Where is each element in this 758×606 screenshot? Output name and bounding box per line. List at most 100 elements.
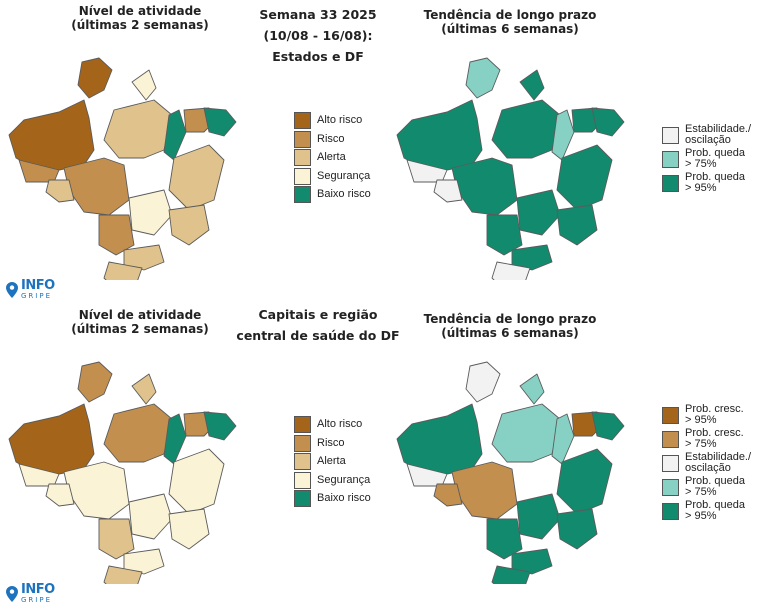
map-region — [491, 565, 531, 584]
legend-item: Alto risco — [294, 112, 362, 129]
map-region — [45, 179, 75, 203]
legend-swatch — [662, 174, 679, 192]
map-region — [519, 373, 545, 405]
top-trend-map — [396, 57, 625, 280]
legend-item: Prob. queda > 95% — [662, 172, 745, 194]
legend-item: Prob. queda > 75% — [662, 476, 745, 498]
map-region — [63, 157, 130, 216]
legend-swatch — [294, 149, 311, 166]
map-region — [396, 99, 483, 171]
legend-label: Risco — [317, 132, 345, 145]
map-region — [8, 99, 95, 171]
bottom-capitals-title: Capitais e região central de saúde do DF — [236, 307, 400, 343]
legend-swatch — [662, 502, 679, 520]
bottom-trend-legend: Prob. cresc. > 95% Prob. cresc. > 75% Esta… — [662, 404, 758, 524]
map-region — [103, 261, 143, 280]
top-infogripe-logo: INFO GRIPE — [6, 278, 55, 300]
map-region — [451, 157, 518, 216]
legend-label: Alerta — [317, 151, 346, 163]
legend-label: Baixo risco — [317, 188, 371, 200]
map-region — [556, 448, 613, 515]
map-region — [123, 244, 165, 271]
legend-swatch — [294, 471, 311, 489]
map-region — [556, 144, 613, 211]
map-region — [516, 189, 561, 236]
legend-swatch — [294, 112, 311, 129]
map-region — [103, 99, 173, 159]
map-region — [163, 109, 187, 161]
legend-label: Baixo risco — [317, 492, 371, 504]
map-region — [131, 69, 157, 101]
bottom-trend-map — [396, 361, 625, 584]
legend-label: Segurança — [317, 169, 371, 182]
map-region — [511, 548, 553, 575]
map-region — [519, 69, 545, 101]
legend-swatch — [294, 416, 311, 433]
top-week-title: Semana 33 2025 (10/08 - 16/08): Estados … — [259, 7, 377, 64]
logo-text-bottom: GRIPE — [21, 596, 52, 604]
legend-label: Prob. cresc. > 75% — [685, 427, 744, 450]
legend-item: Estabilidade./ oscilação — [662, 452, 751, 474]
top-activity-title: Nível de atividade (últimas 2 semanas) — [71, 4, 209, 32]
map-region — [556, 204, 598, 246]
legend-swatch — [662, 430, 679, 448]
legend-label: Risco — [317, 436, 345, 449]
map-region — [163, 413, 187, 465]
legend-label: Prob. queda > 95% — [685, 499, 745, 522]
legend-swatch — [662, 150, 679, 168]
legend-label: Alerta — [317, 455, 346, 467]
map-region — [433, 179, 463, 203]
legend-item: Baixo risco — [294, 490, 371, 507]
map-region — [511, 244, 553, 271]
legend-item: Alto risco — [294, 416, 362, 433]
map-region — [551, 413, 575, 465]
map-region — [491, 99, 561, 159]
legend-item: Prob. cresc. > 95% — [662, 404, 744, 426]
legend-swatch — [294, 167, 311, 185]
map-region — [396, 403, 483, 475]
legend-label: Prob. queda > 75% — [685, 147, 745, 170]
legend-label: Estabilidade./ oscilação — [685, 451, 752, 474]
legend-item: Alerta — [294, 453, 346, 470]
legend-swatch — [294, 490, 311, 507]
legend-item: Prob. queda > 75% — [662, 148, 745, 170]
legend-label: Segurança — [317, 473, 371, 486]
map-region — [168, 508, 210, 550]
map-region — [63, 461, 130, 520]
legend-swatch — [294, 186, 311, 203]
map-region — [168, 204, 210, 246]
top-trend-title: Tendência de longo prazo (últimas 6 sema… — [423, 8, 597, 36]
legend-swatch — [294, 434, 311, 452]
legend-item: Prob. queda > 95% — [662, 500, 745, 522]
map-region — [77, 361, 113, 403]
legend-label: Prob. queda > 95% — [685, 171, 745, 194]
logo-text-top: INFO — [21, 278, 55, 293]
bottom-activity-legend: Alto risco Risco Alerta Segurança Baixo risc… — [294, 416, 394, 516]
legend-swatch — [662, 126, 679, 144]
legend-swatch — [294, 130, 311, 148]
map-region — [491, 403, 561, 463]
legend-item: Segurança — [294, 471, 371, 489]
map-region — [103, 403, 173, 463]
bottom-activity-title: Nível de atividade (últimas 2 semanas) — [71, 308, 209, 336]
legend-label: Alto risco — [317, 418, 363, 430]
map-region — [45, 483, 75, 507]
legend-swatch — [662, 406, 679, 424]
map-region — [168, 144, 225, 211]
map-region — [203, 107, 237, 137]
map-region — [123, 548, 165, 575]
map-region — [451, 461, 518, 520]
bottom-trend-title: Tendência de longo prazo (últimas 6 sema… — [423, 312, 597, 340]
legend-label: Prob. queda > 75% — [685, 475, 745, 498]
map-region — [465, 361, 501, 403]
map-region — [465, 57, 501, 99]
legend-swatch — [662, 454, 679, 472]
bottom-infogripe-logo: INFO GRIPE — [6, 583, 55, 604]
map-region — [433, 483, 463, 507]
bottom-activity-map — [8, 361, 237, 584]
location-pin-icon — [6, 282, 18, 298]
map-region — [491, 261, 531, 280]
map-region — [551, 109, 575, 161]
map-region — [556, 508, 598, 550]
legend-item: Estabilidade./ oscilação — [662, 124, 751, 146]
